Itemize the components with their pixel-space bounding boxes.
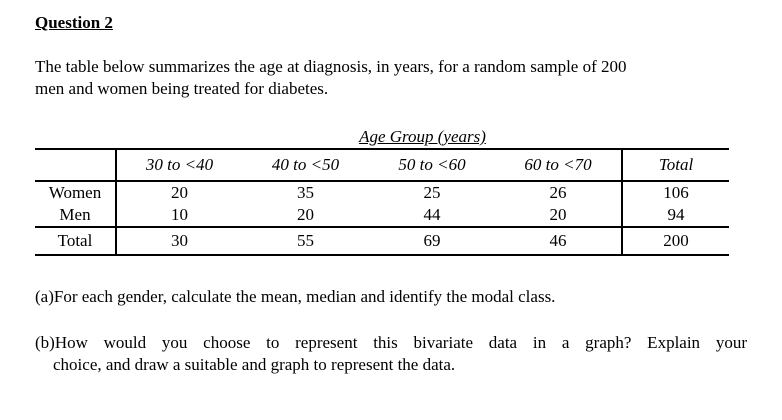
header-empty-cell (35, 149, 117, 182)
row-label-men: Men (35, 204, 117, 227)
question-title: Question 2 (35, 13, 113, 32)
total-age-30-40: 30 (116, 226, 242, 255)
intro-paragraph: The table below summarizes the age at di… (35, 56, 747, 100)
question-part-a: (a)For each gender, calculate the mean, … (35, 286, 747, 308)
table-row-women: Women 20 35 25 26 106 (35, 181, 729, 204)
row-label-total: Total (35, 226, 117, 255)
row-label-women: Women (35, 181, 117, 204)
table-caption: Age Group (years) (359, 127, 486, 146)
total-age-40-50: 55 (242, 226, 369, 255)
men-age-40-50: 20 (297, 205, 314, 224)
women-age-40-50: 35 (297, 183, 314, 202)
women-age-60-70: 26 (549, 183, 567, 202)
header-age-60-70: 60 to <70 (495, 149, 622, 182)
table-row-total: Total 30 55 69 46 200 (35, 226, 729, 255)
grand-total: 200 (621, 226, 729, 255)
question-part-b: (b)How would you choose to represent thi… (35, 332, 747, 376)
table-row-men: Men 10 20 44 20 94 (35, 204, 729, 227)
table-header-row: 30 to <40 40 to <50 50 to <60 60 to <70 … (35, 149, 729, 182)
intro-line: The table below summarizes the age at di… (35, 57, 627, 76)
part-b-line: choice, and draw a suitable and graph to… (53, 355, 456, 374)
header-total: Total (621, 149, 729, 182)
header-age-40-50: 40 to <50 (242, 149, 369, 182)
age-group-table-section: Age Group (years) 30 to <40 40 to <50 50… (35, 126, 729, 256)
header-age-50-60: 50 to <60 (369, 149, 495, 182)
diabetes-age-table: 30 to <40 40 to <50 50 to <60 60 to <70 … (35, 148, 729, 256)
women-age-50-60: 25 (423, 183, 441, 202)
men-age-30-40: 10 (171, 205, 188, 224)
intro-line: men and women being treated for diabetes… (35, 79, 329, 98)
part-a-line: (a)For each gender, calculate the mean, … (35, 287, 556, 306)
header-age-30-40: 30 to <40 (116, 149, 242, 182)
men-total: 94 (621, 204, 729, 227)
part-b-line: (b)How would you choose to represent thi… (35, 333, 747, 352)
men-age-50-60: 44 (423, 205, 441, 224)
women-total: 106 (621, 181, 729, 204)
men-age-60-70: 20 (549, 205, 567, 224)
document-page: Question 2 The table below summarizes th… (35, 13, 747, 376)
total-age-50-60: 69 (369, 226, 495, 255)
total-age-60-70: 46 (495, 226, 622, 255)
women-age-30-40: 20 (171, 183, 188, 202)
